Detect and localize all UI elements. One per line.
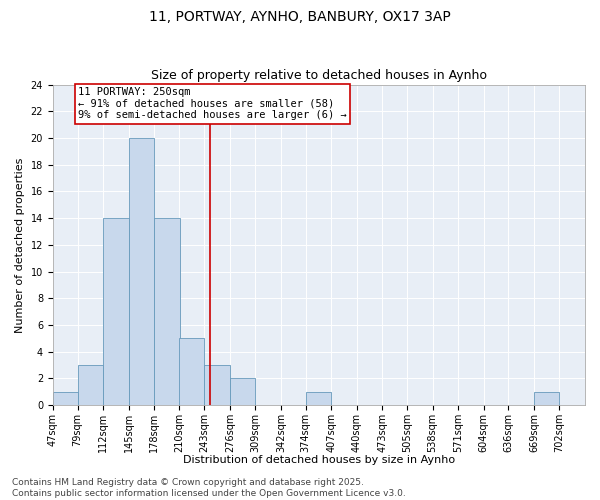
Y-axis label: Number of detached properties: Number of detached properties <box>15 157 25 332</box>
Title: Size of property relative to detached houses in Aynho: Size of property relative to detached ho… <box>151 69 487 82</box>
Text: 11 PORTWAY: 250sqm
← 91% of detached houses are smaller (58)
9% of semi-detached: 11 PORTWAY: 250sqm ← 91% of detached hou… <box>79 87 347 120</box>
Bar <box>205 365 230 405</box>
Text: Contains HM Land Registry data © Crown copyright and database right 2025.
Contai: Contains HM Land Registry data © Crown c… <box>12 478 406 498</box>
X-axis label: Distribution of detached houses by size in Aynho: Distribution of detached houses by size … <box>183 455 455 465</box>
Bar <box>103 218 128 405</box>
Bar <box>53 392 79 405</box>
Bar <box>128 138 154 405</box>
Bar <box>154 218 179 405</box>
Bar <box>534 392 559 405</box>
Bar <box>77 365 103 405</box>
Bar <box>306 392 331 405</box>
Text: 11, PORTWAY, AYNHO, BANBURY, OX17 3AP: 11, PORTWAY, AYNHO, BANBURY, OX17 3AP <box>149 10 451 24</box>
Bar <box>179 338 205 405</box>
Bar <box>230 378 256 405</box>
